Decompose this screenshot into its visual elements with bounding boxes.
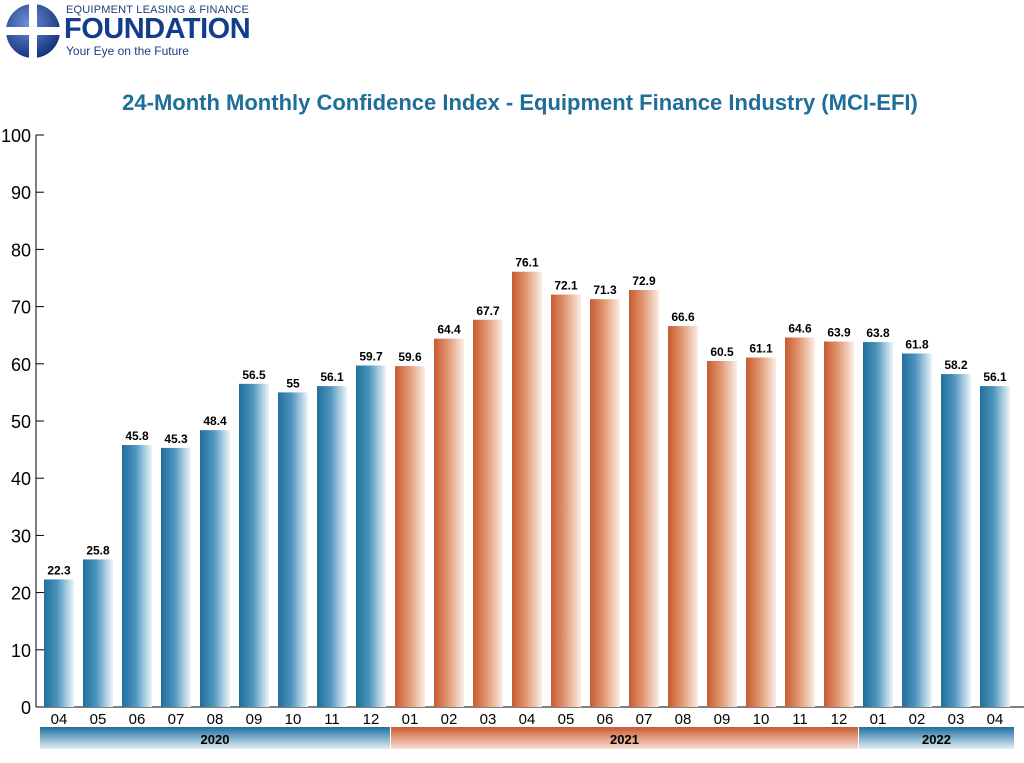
- data-label: 64.6: [788, 321, 812, 335]
- data-label: 25.8: [86, 543, 110, 557]
- logo-tagline: Your Eye on the Future: [66, 44, 189, 58]
- x-tick-label: 05: [90, 711, 107, 728]
- x-tick-label: 08: [675, 711, 692, 728]
- x-tick-label: 01: [870, 711, 887, 728]
- x-tick-label: 10: [753, 711, 770, 728]
- data-label: 59.7: [359, 350, 383, 364]
- x-tick-label: 02: [909, 711, 926, 728]
- data-label: 58.2: [944, 358, 968, 372]
- y-tick-label: 10: [11, 641, 31, 661]
- bar: [239, 383, 269, 707]
- logo-name: FOUNDATION: [64, 13, 251, 45]
- year-band: [859, 727, 1014, 749]
- x-tick-label: 12: [363, 711, 380, 728]
- x-tick-label: 10: [285, 711, 302, 728]
- bar: [707, 360, 737, 707]
- bar: [668, 326, 698, 707]
- logo-line1: EQUIPMENT LEASING & FINANCE: [66, 4, 250, 16]
- data-label: 56.5: [242, 368, 266, 382]
- year-label: 2021: [610, 732, 639, 747]
- data-label: 72.1: [554, 279, 578, 293]
- globe-icon: [6, 4, 60, 58]
- data-label: 71.3: [593, 283, 617, 297]
- bar: [161, 447, 191, 707]
- y-tick-label: 30: [11, 526, 31, 546]
- logo: EQUIPMENT LEASING & FINANCE FOUNDATION Y…: [2, 2, 302, 60]
- data-label: 60.5: [710, 345, 734, 359]
- bar: [317, 386, 347, 707]
- data-label: 56.1: [983, 370, 1007, 384]
- bar: [980, 386, 1010, 707]
- bar: [941, 374, 971, 707]
- bar: [83, 559, 113, 707]
- data-label: 63.8: [866, 326, 890, 340]
- year-label: 2020: [201, 732, 230, 747]
- data-label: 45.8: [125, 429, 149, 443]
- bar: [122, 445, 152, 707]
- data-label: 76.1: [515, 256, 539, 270]
- x-tick-label: 11: [792, 711, 808, 728]
- x-tick-label: 04: [987, 711, 1004, 728]
- x-tick-label: 06: [129, 711, 146, 728]
- x-tick-label: 03: [948, 711, 965, 728]
- data-label: 61.1: [749, 342, 773, 356]
- data-label: 59.6: [398, 350, 422, 364]
- data-label: 48.4: [203, 414, 227, 428]
- x-tick-label: 04: [519, 711, 536, 728]
- bar: [356, 365, 386, 707]
- bar: [395, 366, 425, 707]
- bar: [551, 294, 581, 707]
- data-label: 67.7: [476, 304, 500, 318]
- bar: [902, 353, 932, 707]
- bar: [785, 337, 815, 707]
- year-band: [40, 727, 390, 749]
- x-tick-label: 07: [636, 711, 653, 728]
- bar: [434, 338, 464, 707]
- bar: [824, 341, 854, 707]
- bar: [629, 290, 659, 707]
- x-tick-label: 05: [558, 711, 575, 728]
- y-tick-label: 0: [21, 698, 31, 718]
- bar: [473, 319, 503, 707]
- data-label: 64.4: [437, 323, 461, 337]
- bar: [863, 342, 893, 707]
- data-label: 55: [286, 376, 300, 390]
- x-tick-label: 04: [51, 711, 68, 728]
- data-label: 61.8: [905, 338, 929, 352]
- year-band: [391, 727, 858, 749]
- year-label: 2022: [922, 732, 951, 747]
- data-label: 66.6: [671, 310, 695, 324]
- x-tick-label: 11: [324, 711, 340, 728]
- x-tick-label: 06: [597, 711, 614, 728]
- y-tick-label: 70: [11, 298, 31, 318]
- data-label: 45.3: [164, 432, 188, 446]
- x-tick-label: 02: [441, 711, 458, 728]
- x-tick-label: 09: [714, 711, 731, 728]
- chart-title: 24-Month Monthly Confidence Index - Equi…: [122, 90, 918, 115]
- data-label: 22.3: [47, 563, 71, 577]
- data-label: 63.9: [827, 325, 851, 339]
- bar: [278, 392, 308, 707]
- bar: [590, 299, 620, 707]
- bar: [44, 579, 74, 707]
- x-tick-label: 12: [831, 711, 848, 728]
- y-tick-label: 60: [11, 355, 31, 375]
- x-tick-label: 09: [246, 711, 263, 728]
- x-tick-label: 03: [480, 711, 497, 728]
- y-tick-label: 90: [11, 183, 31, 203]
- y-tick-label: 100: [1, 126, 31, 146]
- data-label: 72.9: [632, 274, 656, 288]
- y-tick-label: 50: [11, 412, 31, 432]
- bar: [200, 430, 230, 707]
- bar: [746, 357, 776, 707]
- y-tick-label: 80: [11, 240, 31, 260]
- y-tick-label: 40: [11, 469, 31, 489]
- x-tick-label: 01: [402, 711, 419, 728]
- bar: [512, 271, 542, 707]
- x-tick-label: 07: [168, 711, 185, 728]
- data-label: 56.1: [320, 370, 344, 384]
- y-tick-label: 20: [11, 584, 31, 604]
- x-tick-label: 08: [207, 711, 224, 728]
